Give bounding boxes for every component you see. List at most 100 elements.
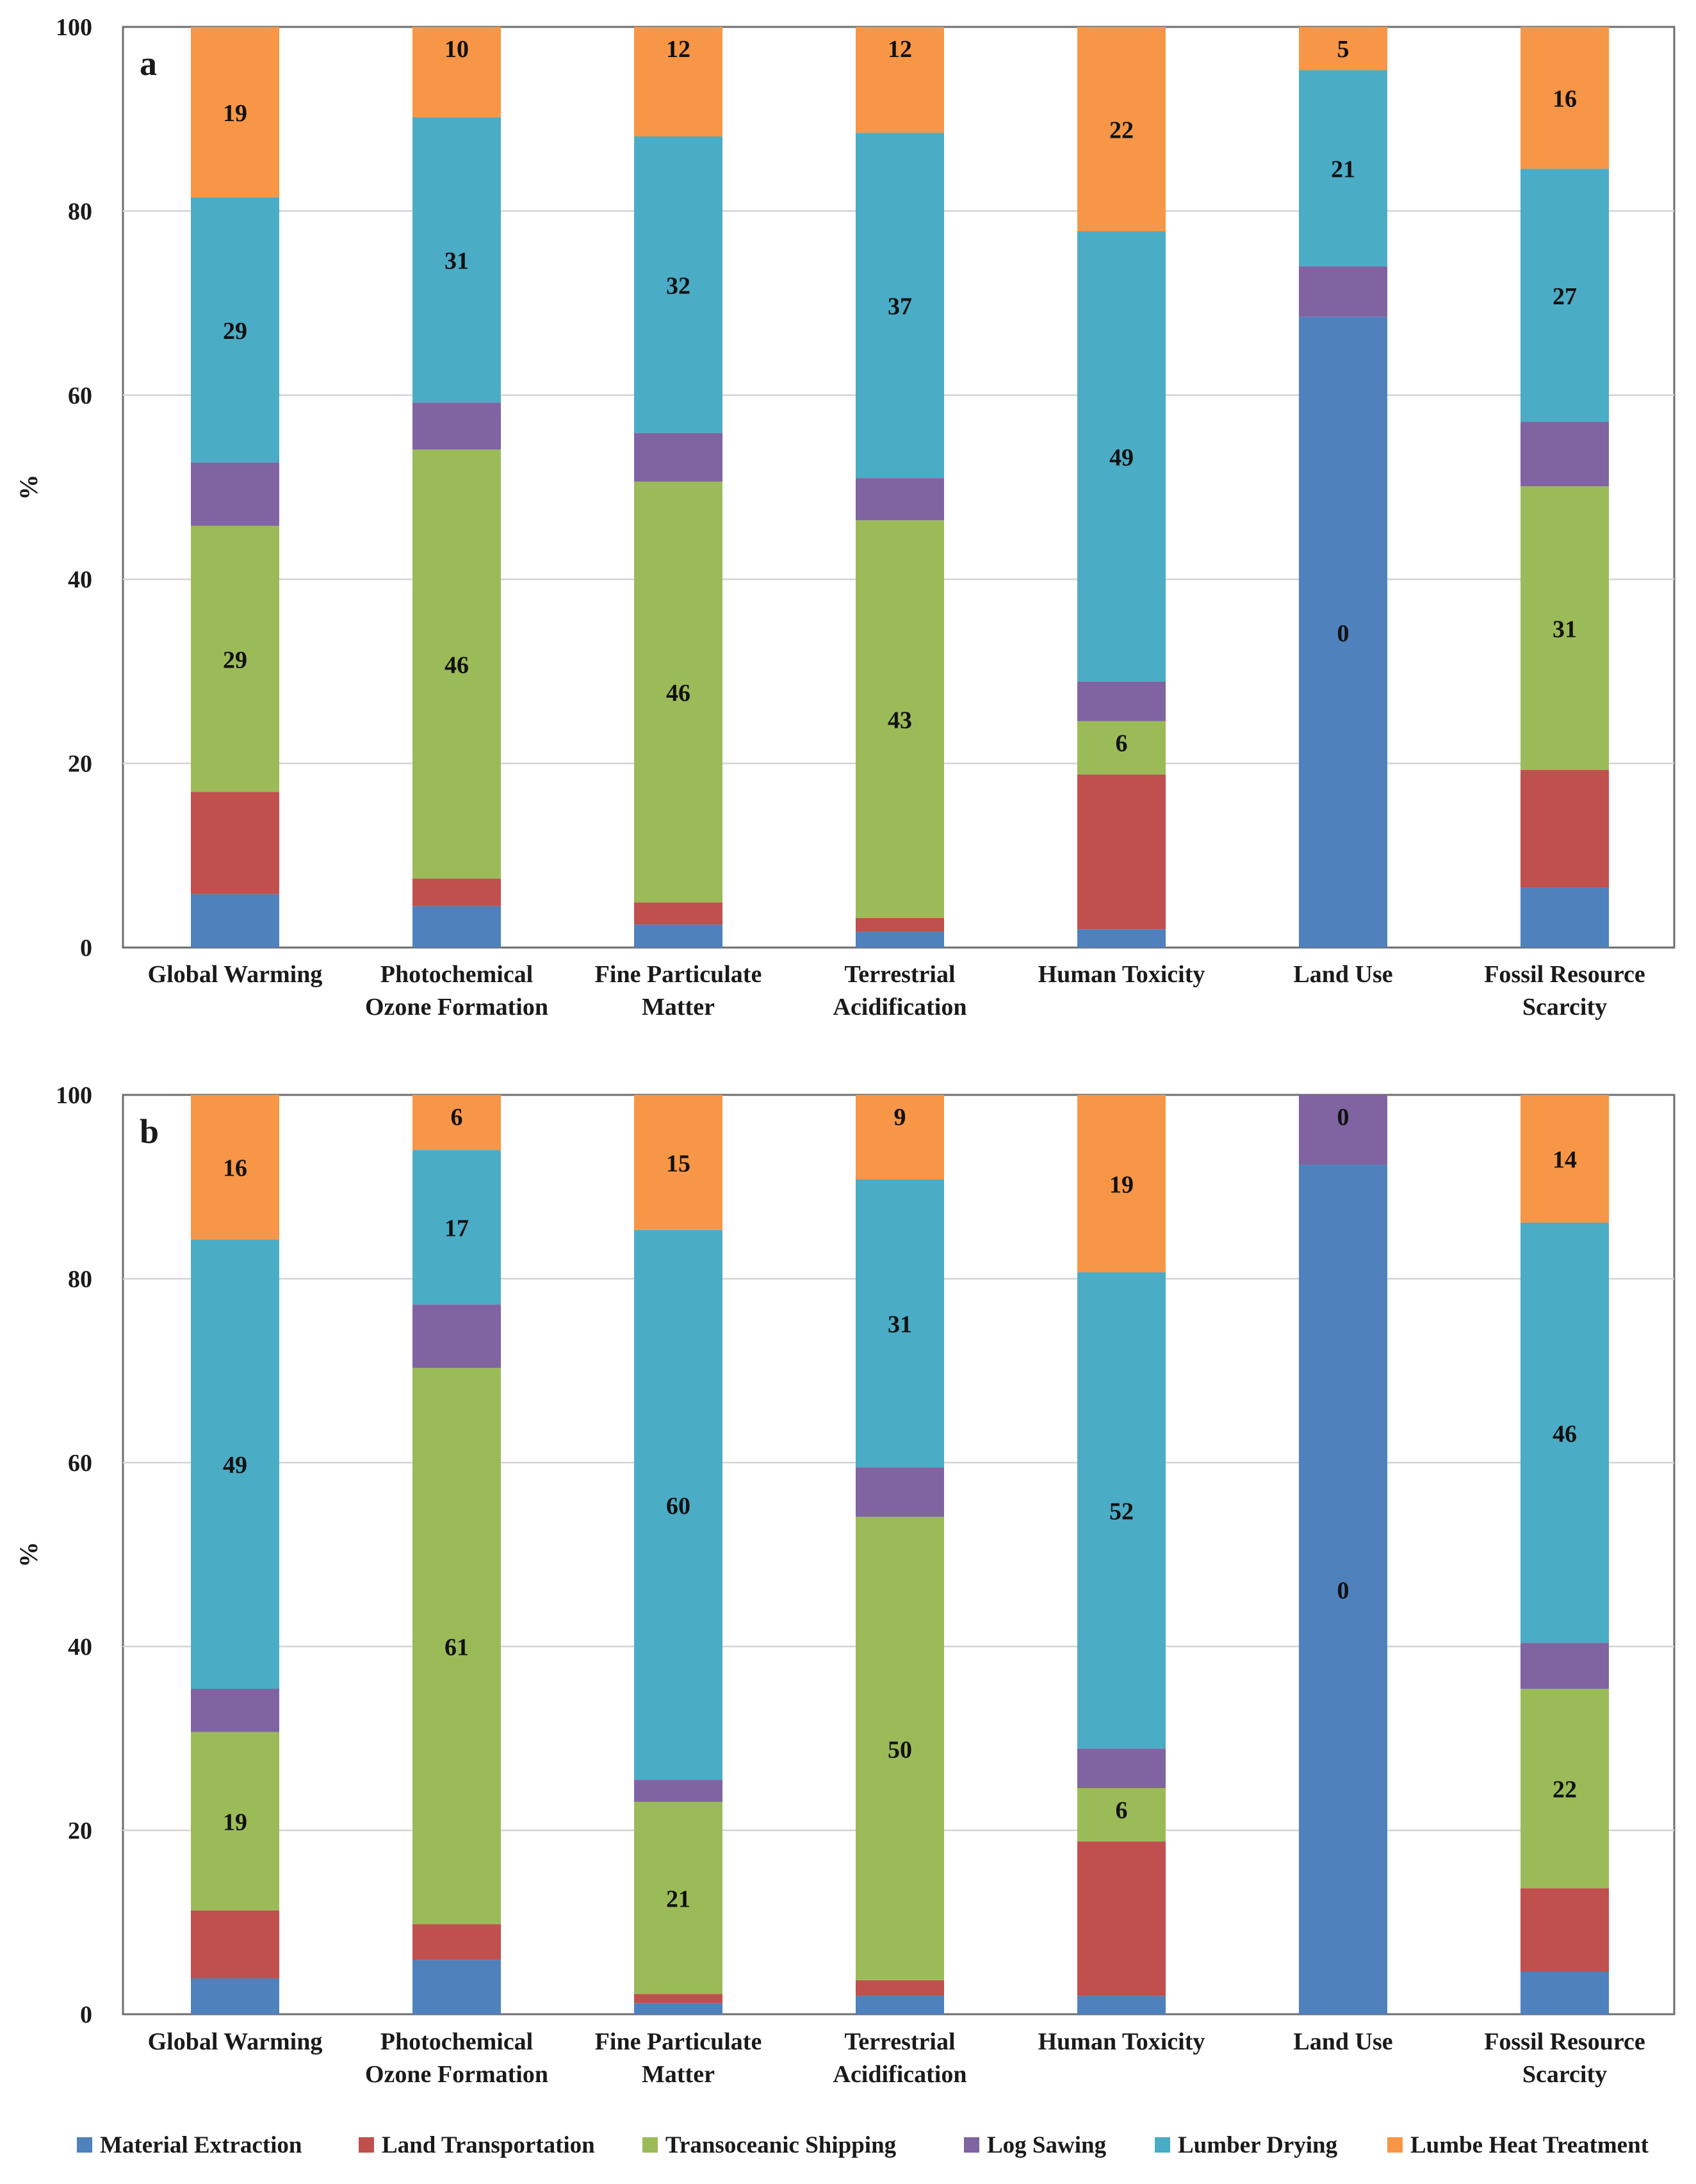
x-tick-label: Fossil Resource bbox=[1484, 2028, 1645, 2055]
legend-swatch-material-extraction bbox=[77, 2137, 92, 2153]
data-label: 0 bbox=[1337, 620, 1349, 647]
bar-segment-log-sawing bbox=[1299, 266, 1387, 317]
y-tick-label: 40 bbox=[68, 1634, 92, 1661]
legend-swatch-log-sawing bbox=[964, 2137, 979, 2153]
bar-segment-lumber-drying bbox=[1521, 168, 1609, 422]
bar-segment-material-extraction bbox=[1077, 1996, 1166, 2014]
bar-segment-transoceanic-shipping bbox=[1521, 1689, 1609, 1889]
bar-segment-log-sawing bbox=[1521, 1643, 1609, 1689]
bar-segment-lumbe-heat-treatment bbox=[412, 1095, 501, 1151]
x-tick-label: Ozone Formation bbox=[365, 994, 548, 1021]
bar-segment-log-sawing bbox=[856, 478, 944, 521]
bar-segment-transoceanic-shipping bbox=[1077, 1787, 1166, 1842]
panel-label: a bbox=[140, 44, 157, 83]
legend-label: Transoceanic Shipping bbox=[665, 2132, 897, 2158]
y-tick-label: 60 bbox=[68, 382, 92, 409]
data-label: 10 bbox=[444, 36, 469, 63]
data-label: 6 bbox=[451, 1104, 463, 1131]
legend: Material Extraction Land Transportation Tr… bbox=[77, 2132, 1649, 2158]
bar-segment-lumber-drying bbox=[412, 117, 501, 403]
data-label: 27 bbox=[1553, 283, 1577, 310]
bar-segment-lumber-drying bbox=[191, 197, 279, 463]
data-label: 6 bbox=[1116, 730, 1128, 757]
data-label: 19 bbox=[223, 100, 247, 127]
bar-segment-lumbe-heat-treatment bbox=[1077, 27, 1166, 232]
bar-segment-lumbe-heat-treatment bbox=[1299, 27, 1387, 70]
y-tick-label: 100 bbox=[56, 14, 92, 41]
bar-segment-lumbe-heat-treatment bbox=[1521, 1095, 1609, 1223]
bar-segment-lumbe-heat-treatment bbox=[634, 1095, 722, 1230]
data-label: 46 bbox=[666, 680, 690, 707]
bar-segment-transoceanic-shipping bbox=[634, 481, 722, 903]
bar-segment-lumbe-heat-treatment bbox=[1077, 1095, 1166, 1272]
bar-segment-transoceanic-shipping bbox=[412, 449, 501, 879]
y-tick-label: 0 bbox=[80, 2001, 92, 2028]
data-label: 49 bbox=[1109, 444, 1134, 471]
bar-segment-lumbe-heat-treatment bbox=[1521, 27, 1609, 169]
bar-segment-land-transportation bbox=[1521, 1888, 1609, 1972]
bar-segment-transoceanic-shipping bbox=[856, 1516, 944, 1980]
data-label: 46 bbox=[444, 652, 469, 678]
x-tick-label: Scarcity bbox=[1522, 2061, 1607, 2088]
data-label: 14 bbox=[1553, 1147, 1577, 1174]
y-tick-label: 60 bbox=[68, 1450, 92, 1477]
y-axis-label: % bbox=[14, 475, 43, 500]
x-tick-label: Ozone Formation bbox=[365, 2061, 548, 2088]
x-tick-label: Fossil Resource bbox=[1484, 961, 1645, 988]
bar-segment-land-transportation bbox=[634, 902, 722, 925]
x-tick-label: Land Use bbox=[1293, 2028, 1392, 2055]
data-label: 5 bbox=[1337, 36, 1349, 63]
bar-segment-log-sawing bbox=[1077, 1748, 1166, 1788]
bar-segment-log-sawing bbox=[191, 1689, 279, 1732]
data-label: 43 bbox=[888, 707, 912, 734]
bar-segment-lumber-drying bbox=[634, 1229, 722, 1780]
bar-segment-lumber-drying bbox=[856, 133, 944, 479]
data-label: 21 bbox=[666, 1885, 690, 1912]
x-tick-label: Fine Particulate bbox=[595, 961, 762, 988]
bar-segment-log-sawing bbox=[412, 402, 501, 450]
bar-segment-log-sawing bbox=[1521, 422, 1609, 487]
bar-segment-land-transportation bbox=[1077, 774, 1166, 930]
x-tick-label: Land Use bbox=[1293, 961, 1392, 988]
y-tick-label: 80 bbox=[68, 1266, 92, 1293]
data-label: 52 bbox=[1109, 1498, 1134, 1525]
bar-segment-land-transportation bbox=[412, 1924, 501, 1960]
data-label: 17 bbox=[444, 1215, 469, 1242]
x-tick-label: Photochemical bbox=[380, 961, 534, 988]
data-label: 6 bbox=[1116, 1797, 1128, 1824]
bar-segment-land-transportation bbox=[1077, 1841, 1166, 1996]
y-tick-label: 40 bbox=[68, 566, 92, 593]
x-tick-label: Human Toxicity bbox=[1038, 961, 1205, 988]
bar-segment-land-transportation bbox=[634, 1994, 722, 2003]
x-tick-label: Scarcity bbox=[1522, 994, 1607, 1021]
data-label: 21 bbox=[1331, 156, 1355, 183]
bar-segment-material-extraction bbox=[1299, 1165, 1387, 2014]
bar-segment-transoceanic-shipping bbox=[856, 520, 944, 919]
data-label: 16 bbox=[223, 1155, 247, 1182]
bar-segment-material-extraction bbox=[634, 2003, 722, 2014]
legend-swatch-land-transportation bbox=[359, 2137, 374, 2153]
bar-segment-lumbe-heat-treatment bbox=[191, 1095, 279, 1240]
data-label: 29 bbox=[223, 647, 247, 674]
data-label: 46 bbox=[1553, 1420, 1577, 1447]
bar-segment-lumbe-heat-treatment bbox=[191, 27, 279, 197]
bar-segment-transoceanic-shipping bbox=[412, 1368, 501, 1925]
bar-segment-lumber-drying bbox=[191, 1239, 279, 1689]
bar-segment-log-sawing bbox=[856, 1467, 944, 1517]
bar-segment-material-extraction bbox=[1299, 316, 1387, 948]
y-tick-label: 0 bbox=[80, 935, 92, 962]
bar-segment-transoceanic-shipping bbox=[191, 525, 279, 792]
bar-segment-material-extraction bbox=[1077, 929, 1166, 948]
bar-segment-log-sawing bbox=[412, 1304, 501, 1368]
legend-label: Log Sawing bbox=[987, 2132, 1107, 2158]
x-tick-label: Acidification bbox=[833, 2061, 967, 2088]
bar-segment-transoceanic-shipping bbox=[1077, 721, 1166, 775]
legend-swatch-lumbe-heat-treatment bbox=[1387, 2137, 1403, 2153]
bar-segment-lumbe-heat-treatment bbox=[634, 27, 722, 137]
data-label: 22 bbox=[1109, 117, 1134, 144]
bar-segment-land-transportation bbox=[191, 1910, 279, 1979]
y-tick-label: 100 bbox=[56, 1082, 92, 1109]
x-tick-label: Matter bbox=[642, 994, 715, 1021]
